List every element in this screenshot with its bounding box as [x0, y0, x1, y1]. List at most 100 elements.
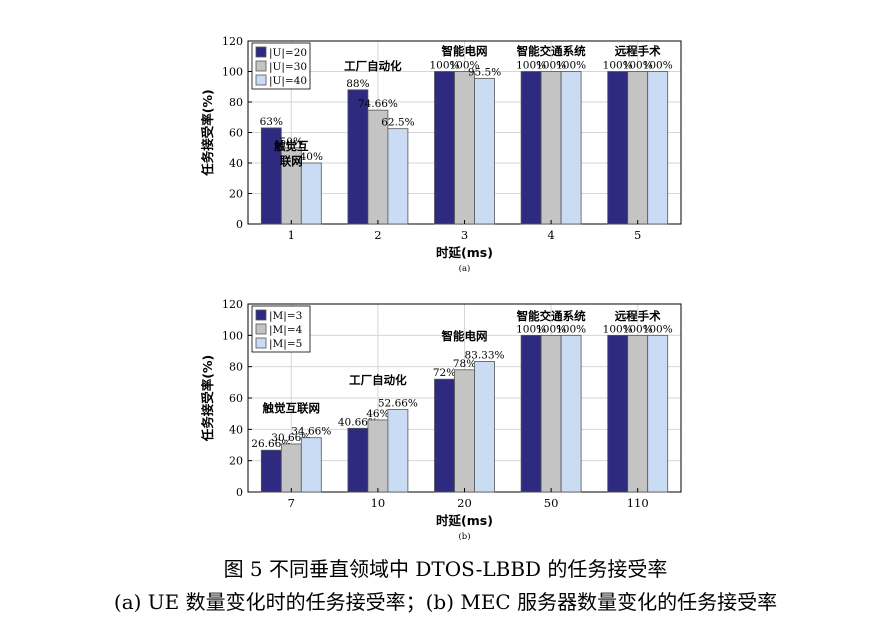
- bar-value-label: 50%: [280, 136, 303, 148]
- legend-swatch: [255, 46, 267, 58]
- bar-value-label: 100%: [449, 60, 479, 72]
- bar: [454, 369, 475, 493]
- y-tick-label: 80: [229, 96, 243, 109]
- y-tick-label: 0: [236, 486, 243, 499]
- y-tick-label: 60: [229, 392, 243, 405]
- y-tick-label: 40: [229, 423, 243, 436]
- bar-value-label: 74.66%: [358, 98, 398, 110]
- bar: [280, 443, 302, 493]
- y-tick-label: 0: [236, 218, 243, 231]
- domain-group-label: 智能交通系统: [517, 44, 586, 58]
- bar: [540, 334, 562, 493]
- bar-value-label: 100%: [623, 60, 653, 72]
- bar: [520, 71, 542, 225]
- bar: [607, 334, 629, 493]
- bar: [627, 334, 649, 493]
- bar-value-label: 100%: [516, 60, 546, 72]
- bar-value-label: 83.33%: [464, 349, 504, 361]
- x-tick-label: 5: [634, 228, 641, 242]
- y-axis-title: 任务接受率(%): [200, 89, 215, 176]
- y-tick-label: 60: [229, 127, 243, 140]
- x-tick-label: 10: [371, 496, 386, 510]
- x-tick-label: 3: [461, 228, 468, 242]
- bar: [387, 128, 409, 225]
- y-tick-label: 20: [229, 455, 243, 468]
- x-tick-label: 2: [374, 228, 381, 242]
- panel-label: (a): [459, 263, 471, 274]
- y-axis-title: 任务接受率(%): [200, 355, 215, 442]
- bar: [260, 449, 282, 493]
- bar-value-label: 88%: [346, 78, 369, 90]
- x-tick-label: 50: [544, 496, 559, 510]
- y-tick-label: 80: [229, 361, 243, 374]
- y-tick-label: 120: [222, 35, 243, 48]
- bar: [560, 71, 582, 225]
- y-tick-label: 120: [222, 298, 243, 311]
- bar-value-label: 100%: [536, 323, 566, 335]
- legend-swatch: [255, 323, 267, 335]
- bar: [300, 162, 322, 225]
- bar: [540, 71, 562, 225]
- domain-group-label: 智能电网: [442, 329, 488, 343]
- domain-group-label: 远程手术: [615, 44, 661, 58]
- y-tick-label: 100: [222, 66, 243, 79]
- legend-entry-label: |M|=4: [269, 324, 303, 337]
- bar-value-label: 100%: [556, 323, 586, 335]
- x-tick-label: 110: [627, 496, 649, 510]
- bar-value-label: 40%: [300, 151, 323, 163]
- bar: [647, 71, 669, 225]
- domain-group-label: 触觉互: [273, 139, 309, 153]
- bar: [387, 409, 409, 493]
- x-axis-title: 时延(ms): [436, 245, 493, 260]
- bar-value-label: 100%: [603, 60, 633, 72]
- legend-swatch: [255, 337, 267, 349]
- bar: [560, 334, 582, 493]
- y-tick-label: 100: [222, 329, 243, 342]
- legend-entry-label: |U|=30: [269, 61, 307, 74]
- bar-value-label: 52.66%: [378, 397, 418, 409]
- bar: [347, 427, 369, 493]
- domain-group-label: 联网: [280, 154, 303, 168]
- bar-value-label: 100%: [429, 60, 459, 72]
- bar-value-label: 46%: [366, 408, 389, 420]
- bar-value-label: 100%: [516, 323, 546, 335]
- bar: [627, 71, 649, 225]
- bar-value-label: 100%: [603, 323, 633, 335]
- x-tick-label: 4: [547, 228, 554, 242]
- bar-value-label: 95.5%: [468, 66, 501, 78]
- x-tick-label: 20: [457, 496, 472, 510]
- bar: [300, 437, 322, 493]
- bar-value-label: 100%: [643, 323, 673, 335]
- bar: [520, 334, 542, 493]
- bar-value-label: 100%: [556, 60, 586, 72]
- x-tick-label: 7: [288, 496, 295, 510]
- bar-value-label: 34.66%: [291, 426, 331, 438]
- bar: [474, 77, 495, 225]
- y-tick-label: 20: [229, 188, 243, 201]
- domain-group-label: 工厂自动化: [349, 373, 407, 387]
- legend-entry-label: |M|=5: [269, 338, 302, 351]
- domain-group-label: 工厂自动化: [344, 59, 402, 73]
- bar: [647, 334, 669, 493]
- legend-swatch: [255, 309, 267, 321]
- x-tick-label: 1: [288, 228, 295, 242]
- legend-swatch: [255, 74, 267, 86]
- legend-entry-label: |M|=3: [269, 310, 302, 323]
- bar: [474, 361, 495, 493]
- bar: [434, 378, 455, 493]
- y-tick-label: 40: [229, 157, 243, 170]
- domain-group-label: 智能电网: [442, 44, 488, 58]
- legend-entry-label: |U|=40: [269, 75, 307, 88]
- domain-group-label: 触觉互联网: [262, 401, 321, 415]
- bar-value-label: 100%: [643, 60, 673, 72]
- panel-label: (b): [458, 531, 470, 542]
- domain-group-label: 智能交通系统: [517, 309, 586, 323]
- bar: [367, 419, 389, 493]
- legend-entry-label: |U|=20: [269, 47, 307, 60]
- bar: [607, 71, 629, 225]
- bar-value-label: 72%: [433, 367, 456, 379]
- domain-group-label: 远程手术: [615, 309, 661, 323]
